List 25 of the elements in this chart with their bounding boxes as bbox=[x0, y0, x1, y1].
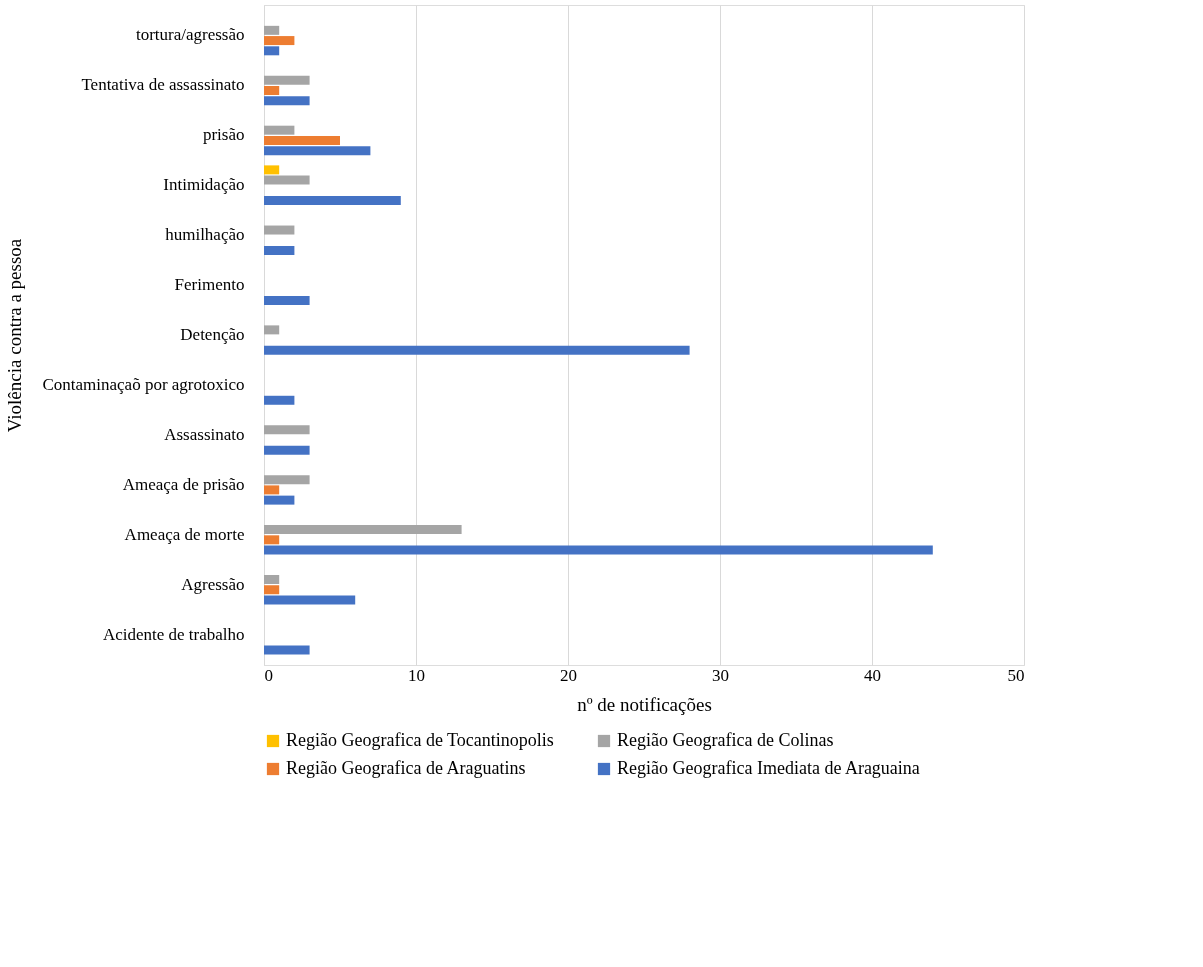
y-tick-label: Acidente de trabalho bbox=[102, 624, 245, 644]
x-tick-label: 20 bbox=[560, 665, 577, 685]
legend-label: Região Geografica de Tocantinopolis bbox=[286, 730, 554, 750]
y-tick-label: humilhação bbox=[165, 225, 245, 245]
y-tick-label: Tentativa de assassinato bbox=[81, 75, 245, 95]
x-tick-label: 10 bbox=[408, 665, 425, 685]
y-tick-label: Ferimento bbox=[174, 275, 245, 295]
legend-label: Região Geografica de Colinas bbox=[617, 730, 834, 750]
x-tick-label: 40 bbox=[864, 665, 881, 685]
y-tick-label: prisão bbox=[202, 125, 245, 145]
y-tick-label: Ameaça de prisão bbox=[122, 474, 245, 494]
legend-label: Região Geografica Imediata de Araguaina bbox=[617, 758, 920, 778]
y-tick-label: Ameaça de morte bbox=[124, 524, 245, 544]
y-tick-label: Intimidação bbox=[163, 175, 245, 195]
y-tick-label: tortura/agressão bbox=[135, 25, 245, 45]
legend-label: Região Geografica de Araguatins bbox=[286, 758, 526, 778]
y-tick-label: Agressão bbox=[181, 574, 245, 594]
y-tick-label: Assassinato bbox=[164, 424, 245, 444]
y-axis-title: Violência contra a pessoa bbox=[3, 238, 25, 433]
x-tick-label: 50 bbox=[1007, 665, 1025, 685]
x-axis-title: nº de notificações bbox=[577, 693, 712, 715]
x-tick-label: 30 bbox=[712, 665, 729, 685]
x-tick-label: 0 bbox=[264, 665, 273, 685]
y-tick-label: Detenção bbox=[180, 325, 245, 344]
y-tick-label: Contaminaçaõ por agrotoxico bbox=[42, 374, 245, 394]
